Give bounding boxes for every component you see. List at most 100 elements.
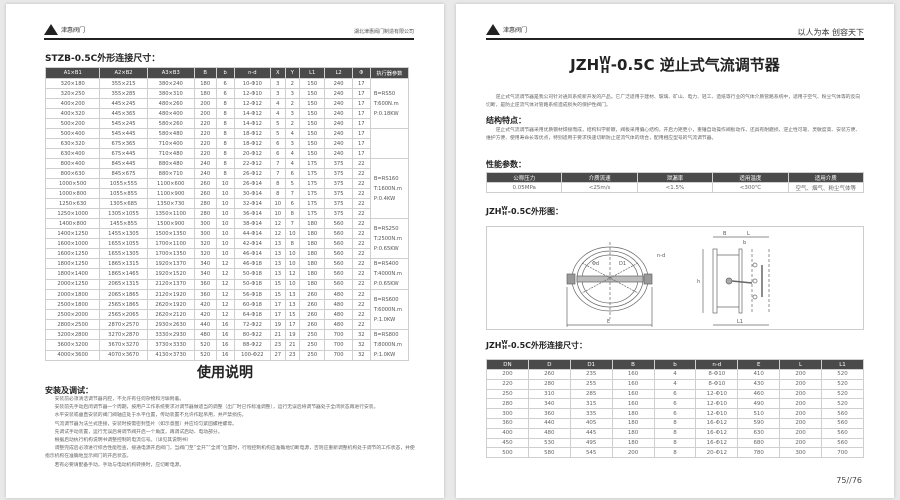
title-name: -0.5C 逆止式气流调节器 (610, 56, 780, 74)
table-cell: 180 (299, 228, 326, 239)
column-header: 执行器参数 (369, 67, 410, 79)
table-cell: 445×365 (99, 108, 148, 119)
table-row: 1800×1400 1865×1465 1920×1520 340 12 50-Φ18 13… (44, 268, 409, 280)
table-cell: 340 (193, 257, 217, 270)
table-cell: 2500×1800 (44, 299, 101, 310)
table-cell: 4 (284, 128, 301, 139)
table-cell: 19 (284, 328, 301, 341)
table-cell: 2 (284, 118, 301, 129)
table-cell: 440 (193, 319, 217, 330)
actuator-params: B=RS800 T:8000N.m P:1.0KW (369, 329, 410, 361)
table-cell: 150 (299, 148, 326, 159)
table-row: 2800×2500 2870×2570 2930×2630 440 16 72-Φ22 19… (44, 319, 409, 330)
table-cell: 150 (299, 88, 326, 99)
table-cell: 3600×3200 (44, 339, 101, 351)
table-cell: 560 (324, 248, 353, 259)
table-cell: 1250×630 (44, 198, 101, 209)
page-header: 津惠阀门 湖北津惠阀门制造有限公司 (44, 24, 414, 40)
actuator-param-line: B=RS50 (373, 90, 396, 97)
table-cell: 18-Φ12 (233, 138, 272, 149)
table-row: 1600×1250 1655×1305 1700×1350 320 10 46-Φ14 13… (44, 248, 409, 259)
table-cell: 280 (193, 198, 217, 209)
actuator-param-line: B=RS400 (373, 261, 399, 267)
table-cell: 340 (193, 268, 217, 280)
table-cell: 17 (351, 118, 371, 129)
table-row: 1800×1250 1865×1315 1920×1370 340 12 46-Φ18 13… (44, 257, 410, 290)
table-row: 1250×1000 1305×1055 1350×1100 280 10 36-Φ14 10… (44, 208, 409, 219)
table-cell: 180 (299, 257, 326, 270)
table-cell: 8 (653, 437, 697, 449)
table-cell: 1700×1100 (146, 238, 195, 249)
slogan: 以人为本 创容天下 (797, 28, 864, 37)
table-cell: 200 (779, 427, 822, 439)
table-cell: 480×260 (146, 98, 195, 109)
table-cell: 22 (351, 198, 371, 209)
table-cell: 680 (737, 437, 781, 449)
column-header: Y (284, 67, 301, 79)
table-cell: 3 (284, 108, 301, 119)
table-cell: 545×245 (99, 118, 148, 129)
table-cell: 780 (737, 447, 781, 459)
page-number: 75//76 (836, 476, 862, 485)
table-cell: 1500×1350 (146, 228, 195, 239)
table-cell: 6 (653, 398, 697, 410)
table-cell: 375 (324, 208, 353, 219)
table-cell: 590 (737, 417, 781, 429)
table-cell: 1600×1250 (44, 248, 101, 259)
table-cell: 180 (299, 238, 326, 249)
table-cell: 2120×1370 (146, 278, 195, 291)
table-cell: 16-Φ12 (695, 437, 739, 449)
actuator-param-line: B=RS800 (373, 332, 399, 338)
outline-title-text: -0.5C外形图： (507, 207, 564, 216)
table-cell: 22 (351, 268, 371, 280)
table-cell: 13 (270, 248, 286, 259)
table-cell: 240 (324, 108, 353, 119)
table-cell: 200 (779, 378, 822, 390)
table-cell: 180 (193, 78, 217, 89)
table-cell: 480 (193, 328, 217, 341)
table-cell: 1055×855 (99, 188, 148, 199)
table-cell: 250 (299, 349, 326, 362)
table-cell: 250 (486, 388, 529, 400)
install-instructions: 安装前必须清洁调节器内腔，不允许有任何杂物和污垢附着。 安装前先手动启闭调节器一个… (45, 396, 415, 470)
table-cell: 200 (779, 437, 822, 449)
column-header: A1×B1 (44, 67, 101, 79)
table-cell: 22 (351, 178, 371, 189)
table-cell: 700 (324, 349, 353, 362)
table-cell: 880×710 (146, 168, 195, 179)
table-cell: 240 (324, 128, 353, 139)
table-cell: 560 (821, 437, 864, 449)
table-cell: 10 (284, 228, 301, 239)
table-cell: 16 (215, 349, 235, 362)
table-cell: 220 (193, 148, 217, 159)
table-cell: 335 (569, 408, 613, 419)
table-cell: 2065×1315 (99, 278, 148, 291)
left-page: 津惠阀门 湖北津惠阀门制造有限公司 STZB-0.5C外形连接尺寸： A1×B1… (6, 4, 444, 498)
column-header: 公称压力 (485, 172, 563, 183)
table-cell: 375 (324, 188, 353, 199)
table-cell: 445 (569, 427, 613, 439)
svg-text:Φd: Φd (592, 261, 599, 267)
table-cell: 4070×3670 (99, 349, 148, 362)
actuator-param-line: T:1600N.m (373, 185, 402, 192)
table-cell: 2620×2120 (146, 309, 195, 320)
table-cell: 240 (324, 148, 353, 159)
table-cell: 13 (284, 289, 301, 300)
table-cell: 200 (611, 447, 655, 459)
table-cell: 700 (324, 339, 353, 351)
table-row: 2500×2000 2565×2065 2620×2120 420 12 64-Φ18 17… (44, 309, 409, 320)
table-cell: 8 (653, 447, 697, 459)
table-row: 250 310 285 160 6 12-Φ10 460 200 520 (486, 388, 864, 400)
install-step: 水平安装或垂直安装的阀门阀轴应处于水平位置，传动装置不允许作起吊用，并严禁损伤。 (54, 413, 247, 419)
actuator-params: B=RS160 T:1600N.m P:0.4KW (369, 158, 410, 219)
table-cell: 2565×1865 (99, 299, 148, 310)
table-cell: 240 (324, 98, 353, 109)
table-cell: 17 (270, 309, 286, 320)
table-cell: 3 (284, 138, 301, 149)
table-cell: 2800×2500 (44, 319, 101, 330)
table-cell: 1055×555 (99, 178, 148, 189)
table-cell: 510 (737, 408, 781, 419)
table-cell: 4 (284, 148, 301, 159)
table-cell: 5 (270, 118, 286, 129)
table-cell: 6 (215, 78, 235, 89)
